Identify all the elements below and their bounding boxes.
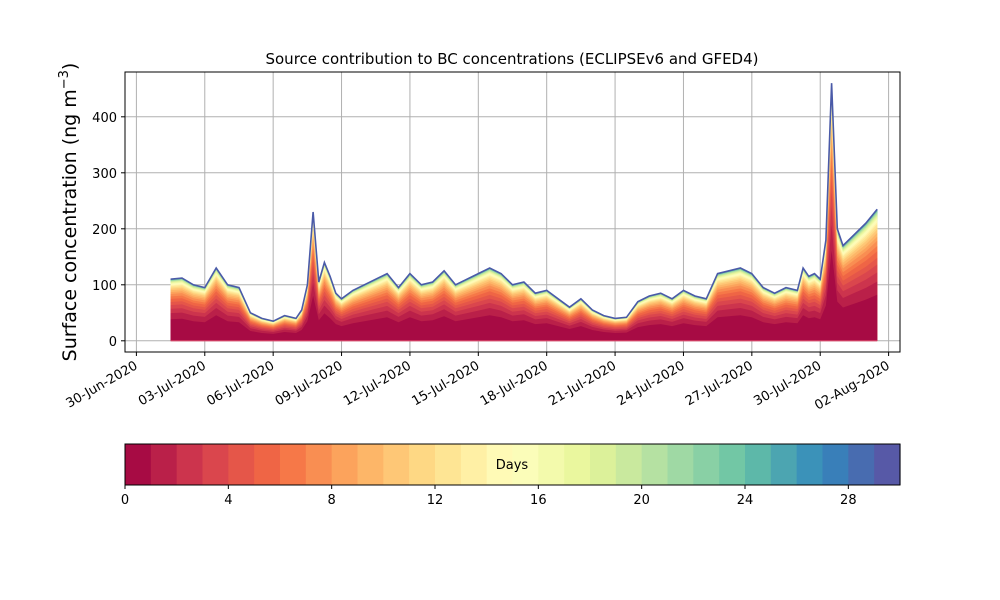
- colorbar-cell: [667, 444, 694, 485]
- colorbar-cell: [822, 444, 849, 485]
- colorbar-cell: [486, 444, 514, 485]
- colorbar-cell: [512, 444, 539, 485]
- colorbar-tick-label: 20: [633, 493, 650, 508]
- y-tick-label: 200: [92, 223, 117, 238]
- colorbar-cell: [538, 444, 565, 485]
- colorbar-tick-label: 8: [328, 493, 336, 508]
- colorbar-cell: [331, 444, 359, 485]
- colorbar-cell: [796, 444, 824, 485]
- colorbar-cell: [305, 444, 333, 485]
- colorbar-cell: [615, 444, 643, 485]
- y-axis-label: Surface concentration (ng m−3): [57, 63, 81, 362]
- colorbar-cell: [125, 444, 152, 485]
- colorbar-cell: [383, 444, 410, 485]
- colorbar-tick-label: 28: [840, 493, 857, 508]
- colorbar-cell: [435, 444, 462, 485]
- colorbar-cell: [254, 444, 281, 485]
- colorbar-cell: [641, 444, 669, 485]
- colorbar-cell: [564, 444, 591, 485]
- colorbar: [125, 444, 901, 485]
- colorbar-frame: [124, 443, 901, 486]
- colorbar-cell: [848, 444, 875, 485]
- y-tick-label: 100: [92, 279, 117, 294]
- total-line-group: [170, 83, 878, 342]
- colorbar-cell: [228, 444, 255, 485]
- colorbar-cell: [409, 444, 436, 485]
- colorbar-cell: [357, 444, 384, 485]
- colorbar-cell: [693, 444, 720, 485]
- y-tick-label: 0: [109, 335, 117, 350]
- colorbar-cell: [176, 444, 204, 485]
- total-concentration-line: [170, 83, 878, 323]
- colorbar-ticks: 0 4 8 12 16 20 24 28: [121, 485, 857, 508]
- colorbar-cell: [280, 444, 307, 485]
- colorbar-cell: [719, 444, 746, 485]
- colorbar-tick-label: 12: [427, 493, 444, 508]
- colorbar-cell: [745, 444, 772, 485]
- contribution-band-day-0: [170, 250, 878, 341]
- colorbar-tick-label: 24: [737, 493, 754, 508]
- colorbar-cell: [590, 444, 617, 485]
- y-axis-ticks: 0 100 200 300 400: [92, 111, 125, 350]
- y-tick-label: 400: [92, 111, 117, 126]
- colorbar-tick-label: 16: [530, 493, 547, 508]
- y-tick-label: 300: [92, 167, 117, 182]
- colorbar-cell: [874, 444, 901, 485]
- colorbar-label: Days: [496, 458, 529, 473]
- colorbar-tick-label: 0: [121, 493, 129, 508]
- colorbar-cell: [770, 444, 798, 485]
- contribution-areas: [170, 83, 878, 341]
- colorbar-cell: [150, 444, 178, 485]
- colorbar-cell: [460, 444, 488, 485]
- plot-frame: [124, 71, 901, 353]
- chart-title: Source contribution to BC concentrations…: [265, 50, 758, 68]
- colorbar-tick-label: 4: [224, 493, 232, 508]
- colorbar-cell: [202, 444, 229, 485]
